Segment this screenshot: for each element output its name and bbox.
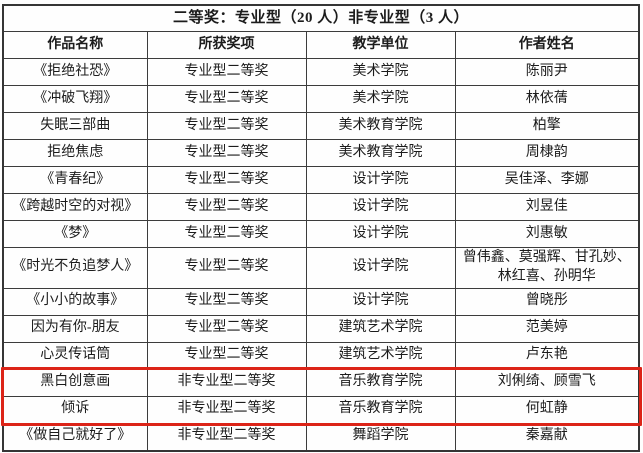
award-cell: 专业型二等奖 — [146, 139, 307, 167]
award-cell: 专业型二等奖 — [146, 193, 307, 221]
author-cell: 范美婷 — [454, 314, 640, 343]
table-row: 拒绝焦虑 专业型二等奖 美术教育学院 周棣韵 — [2, 139, 640, 167]
award-cell: 专业型二等奖 — [146, 85, 307, 113]
table-row: 心灵传话筒 专业型二等奖 建筑艺术学院 卢东艳 — [2, 341, 640, 370]
award-cell: 专业型二等奖 — [146, 341, 307, 370]
awards-table: 二等奖：专业型（20 人）非专业型（3 人） 作品名称 所获奖项 教学单位 作者… — [2, 4, 641, 452]
author-cell: 吴佳泽、李娜 — [454, 166, 640, 194]
award-cell: 非专业型二等奖 — [146, 368, 307, 397]
award-cell: 专业型二等奖 — [146, 220, 307, 248]
table-row: 失眠三部曲 专业型二等奖 美术教育学院 柏擎 — [2, 112, 640, 140]
author-cell: 刘俐绮、顾雪飞 — [454, 368, 640, 397]
table-row: 倾诉 非专业型二等奖 音乐教育学院 何虹静 — [2, 395, 640, 424]
unit-cell: 美术教育学院 — [305, 139, 456, 167]
table-title: 二等奖：专业型（20 人）非专业型（3 人） — [2, 4, 640, 32]
table-row: 《做自己就好了》 非专业型二等奖 舞蹈学院 秦嘉献 — [2, 422, 640, 452]
award-cell: 专业型二等奖 — [146, 287, 307, 316]
work-cell: 《时光不负追梦人》 — [2, 247, 148, 289]
table-row: 《青春纪》 专业型二等奖 设计学院 吴佳泽、李娜 — [2, 166, 640, 194]
author-cell: 秦嘉献 — [454, 422, 640, 452]
work-cell: 失眠三部曲 — [2, 112, 148, 140]
table-row: 《梦》 专业型二等奖 设计学院 刘惠敏 — [2, 220, 640, 248]
work-cell: 《梦》 — [2, 220, 148, 248]
award-cell: 非专业型二等奖 — [146, 395, 307, 424]
work-cell: 黑白创意画 — [2, 368, 148, 397]
author-cell: 周棣韵 — [454, 139, 640, 167]
unit-cell: 建筑艺术学院 — [305, 341, 456, 370]
award-cell: 专业型二等奖 — [146, 314, 307, 343]
table-title-row: 二等奖：专业型（20 人）非专业型（3 人） — [2, 4, 640, 32]
unit-cell: 设计学院 — [305, 220, 456, 248]
author-cell: 陈丽尹 — [454, 58, 640, 86]
award-cell: 专业型二等奖 — [146, 58, 307, 86]
work-cell: 《冲破飞翔》 — [2, 85, 148, 113]
table-row: 《小小的故事》 专业型二等奖 设计学院 曾晓彤 — [2, 287, 640, 316]
table-row: 《拒绝社恐》 专业型二等奖 美术学院 陈丽尹 — [2, 58, 640, 86]
table-row: 《冲破飞翔》 专业型二等奖 美术学院 林依蒨 — [2, 85, 640, 113]
work-cell: 拒绝焦虑 — [2, 139, 148, 167]
table-header-row: 作品名称 所获奖项 教学单位 作者姓名 — [2, 31, 640, 59]
author-cell: 刘惠敏 — [454, 220, 640, 248]
table-row: 《跨越时空的对视》 专业型二等奖 设计学院 刘昱佳 — [2, 193, 640, 221]
column-header-authors: 作者姓名 — [454, 31, 640, 59]
author-cell: 柏擎 — [454, 112, 640, 140]
unit-cell: 美术教育学院 — [305, 112, 456, 140]
unit-cell: 设计学院 — [305, 166, 456, 194]
unit-cell: 设计学院 — [305, 247, 456, 289]
award-cell: 专业型二等奖 — [146, 166, 307, 194]
award-cell: 专业型二等奖 — [146, 247, 307, 289]
work-cell: 《小小的故事》 — [2, 287, 148, 316]
unit-cell: 音乐教育学院 — [305, 395, 456, 424]
table-row: 黑白创意画 非专业型二等奖 音乐教育学院 刘俐绮、顾雪飞 — [2, 368, 640, 397]
work-cell: 心灵传话筒 — [2, 341, 148, 370]
work-cell: 《拒绝社恐》 — [2, 58, 148, 86]
unit-cell: 美术学院 — [305, 58, 456, 86]
unit-cell: 美术学院 — [305, 85, 456, 113]
unit-cell: 设计学院 — [305, 193, 456, 221]
work-cell: 《跨越时空的对视》 — [2, 193, 148, 221]
author-cell: 刘昱佳 — [454, 193, 640, 221]
author-cell: 曾晓彤 — [454, 287, 640, 316]
column-header-award: 所获奖项 — [146, 31, 307, 59]
work-cell: 《青春纪》 — [2, 166, 148, 194]
author-cell: 林依蒨 — [454, 85, 640, 113]
table-row: 因为有你-朋友 专业型二等奖 建筑艺术学院 范美婷 — [2, 314, 640, 343]
award-cell: 专业型二等奖 — [146, 112, 307, 140]
unit-cell: 建筑艺术学院 — [305, 314, 456, 343]
award-cell: 非专业型二等奖 — [146, 422, 307, 452]
unit-cell: 舞蹈学院 — [305, 422, 456, 452]
column-header-work: 作品名称 — [2, 31, 148, 59]
column-header-unit: 教学单位 — [305, 31, 456, 59]
unit-cell: 设计学院 — [305, 287, 456, 316]
work-cell: 《做自己就好了》 — [2, 422, 148, 452]
work-cell: 因为有你-朋友 — [2, 314, 148, 343]
table-row: 《时光不负追梦人》 专业型二等奖 设计学院 曾伟鑫、莫强辉、甘孔妙、林红喜、孙明华 — [2, 247, 640, 289]
unit-cell: 音乐教育学院 — [305, 368, 456, 397]
author-cell: 卢东艳 — [454, 341, 640, 370]
author-cell: 何虹静 — [454, 395, 640, 424]
author-cell: 曾伟鑫、莫强辉、甘孔妙、林红喜、孙明华 — [454, 247, 640, 289]
work-cell: 倾诉 — [2, 395, 148, 424]
